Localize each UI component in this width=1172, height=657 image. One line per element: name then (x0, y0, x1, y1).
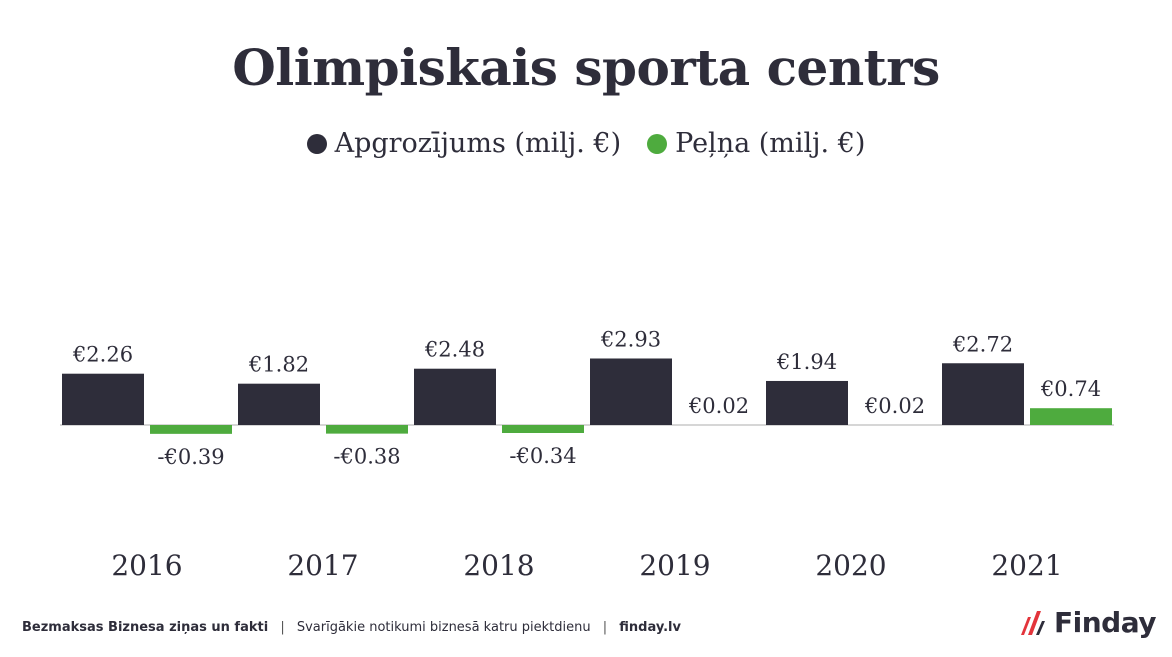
data-label-profit-2019: €0.02 (688, 394, 749, 418)
data-label-revenue-2019: €2.93 (600, 327, 661, 351)
legend-dot-profit (647, 133, 668, 154)
x-tick-label-2021: 2021 (991, 549, 1062, 582)
legend-item-profit: Peļņa (milj. €) (647, 128, 865, 159)
bar-profit-2016 (150, 425, 232, 434)
chart-title: Olimpiskais sporta centrs (232, 38, 940, 97)
bar-revenue-2021 (942, 363, 1024, 425)
legend-item-revenue: Apgrozījums (milj. €) (306, 128, 622, 159)
x-tick-label-2017: 2017 (287, 549, 358, 582)
footer-subtitle: Svarīgākie notikumi biznesā katru piektd… (296, 620, 591, 635)
bar-chart: €2.26 -€0.39 2016 €1.82 -€0.38 2017 €2.48 -€0.3… (60, 327, 1114, 582)
data-label-revenue-2017: €1.82 (248, 353, 309, 377)
data-label-revenue-2020: €1.94 (776, 350, 837, 374)
bar-revenue-2017 (238, 383, 320, 425)
bar-profit-2021 (1030, 408, 1112, 425)
bar-revenue-2019 (590, 358, 672, 425)
bar-profit-2017 (326, 425, 408, 434)
legend-label-profit: Peļņa (milj. €) (675, 128, 866, 159)
data-label-profit-2017: -€0.38 (333, 445, 400, 469)
x-tick-label-2016: 2016 (111, 549, 182, 582)
x-tick-label-2018: 2018 (463, 549, 534, 582)
data-label-profit-2016: -€0.39 (157, 445, 224, 469)
bar-revenue-2016 (62, 373, 144, 425)
data-label-revenue-2016: €2.26 (72, 343, 133, 367)
legend-label-revenue: Apgrozījums (milj. €) (334, 128, 622, 159)
footer-tagline: Bezmaksas Biznesa ziņas un fakti (22, 620, 269, 635)
bar-revenue-2020 (766, 380, 848, 425)
data-label-revenue-2021: €2.72 (952, 332, 1013, 356)
footer-separator: | (602, 620, 608, 635)
data-label-profit-2021: €0.74 (1040, 377, 1101, 401)
footer-link[interactable]: finday.lv (619, 620, 681, 635)
footer: Bezmaksas Biznesa ziņas un fakti | Svarī… (22, 620, 681, 635)
data-label-profit-2018: -€0.34 (509, 444, 576, 468)
x-tick-label-2019: 2019 (639, 549, 710, 582)
x-tick-label-2020: 2020 (815, 549, 886, 582)
finday-logo[interactable]: Finday (1018, 606, 1157, 639)
data-label-profit-2020: €0.02 (864, 394, 925, 418)
finday-slashes-icon (1021, 610, 1045, 635)
data-label-revenue-2018: €2.48 (424, 338, 485, 362)
bar-revenue-2018 (414, 368, 496, 425)
finday-logo-text: Finday (1054, 606, 1157, 639)
legend-dot-revenue (306, 133, 327, 154)
bar-profit-2018 (502, 425, 584, 433)
chart-legend: Apgrozījums (milj. €) Peļņa (milj. €) (0, 128, 1172, 159)
footer-separator: | (280, 620, 285, 635)
